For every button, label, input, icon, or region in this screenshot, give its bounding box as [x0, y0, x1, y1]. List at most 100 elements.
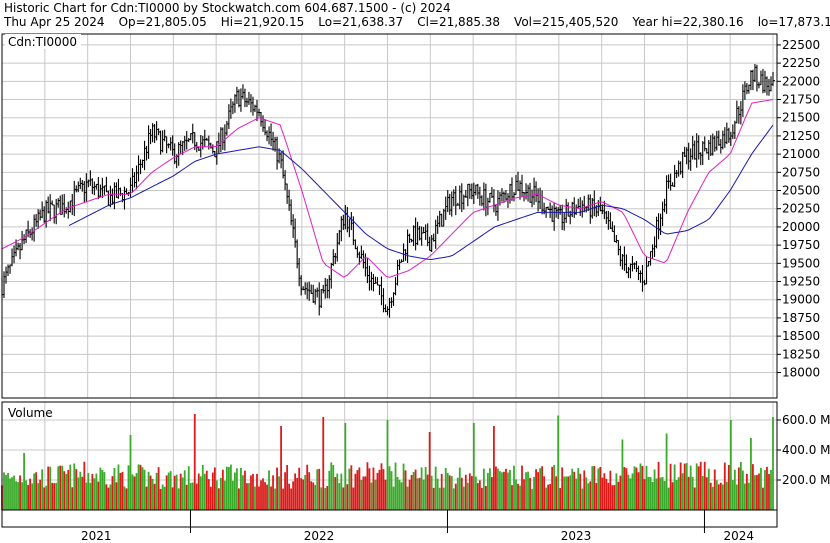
- volume-bar: [513, 465, 515, 510]
- volume-bar: [378, 469, 381, 510]
- volume-bar: [65, 473, 68, 510]
- volume-bar: [254, 486, 256, 510]
- volume-bar: [71, 487, 74, 510]
- volume-bar: [27, 484, 30, 510]
- volume-bar: [300, 478, 303, 510]
- volume-bar: [501, 472, 503, 510]
- volume-bar: [29, 478, 32, 510]
- volume-bar: [199, 476, 202, 510]
- volume-bar: [733, 469, 736, 510]
- volume-bar: [21, 482, 23, 510]
- volume-bar: [770, 469, 772, 510]
- volume-bar: [617, 481, 620, 510]
- volume-bar: [561, 467, 564, 510]
- volume-bar: [284, 472, 287, 510]
- volume-bar: [482, 468, 485, 510]
- volume-bar: [731, 480, 734, 510]
- volume-bar: [360, 479, 363, 510]
- volume-bar: [406, 486, 409, 510]
- volume-bar: [420, 467, 423, 510]
- volume-bar: [177, 488, 180, 510]
- volume-bar: [25, 480, 27, 510]
- volume-bar: [73, 463, 76, 510]
- volume-bar: [191, 482, 194, 510]
- volume-bar: [705, 477, 708, 510]
- volume-bar: [109, 484, 112, 510]
- volume-bar: [276, 467, 278, 510]
- volume-bar: [282, 488, 284, 510]
- volume-bar: [725, 481, 728, 510]
- volume-bar: [286, 465, 289, 510]
- volume-bar: [189, 482, 192, 510]
- volume-bar: [366, 462, 369, 510]
- volume-bar: [760, 467, 762, 510]
- volume-bar: [474, 476, 477, 510]
- volume-bar: [338, 483, 341, 510]
- volume-bar: [515, 479, 517, 510]
- volume-bar: [497, 468, 499, 510]
- volume-bar: [559, 488, 562, 510]
- price-tick-label: 22500: [782, 38, 820, 52]
- volume-bar: [248, 483, 250, 510]
- volume-bar: [553, 464, 556, 510]
- volume-bar: [436, 478, 439, 510]
- volume-bar: [721, 484, 724, 510]
- volume-bar: [155, 472, 158, 510]
- volume-bar: [9, 478, 11, 510]
- volume-bar: [701, 476, 704, 510]
- quote-year-high: Year hi=22,380.16: [632, 15, 744, 29]
- volume-bar: [262, 478, 264, 510]
- volume-bar: [563, 476, 566, 510]
- volume-bar: [165, 475, 168, 510]
- volume-bar: [358, 467, 361, 510]
- volume-bar: [167, 472, 170, 510]
- volume-bar: [362, 476, 365, 510]
- long-moving-average-line: [68, 124, 774, 261]
- volume-bar: [342, 487, 345, 510]
- volume-bar: [484, 485, 487, 510]
- volume-bar: [645, 465, 648, 510]
- volume-bar: [213, 467, 216, 510]
- volume-bar: [244, 470, 246, 510]
- year-axis: 2021 2022 2023 2024: [81, 510, 754, 543]
- volume-bar: [67, 470, 70, 510]
- volume-bar: [79, 471, 82, 510]
- volume-bar: [268, 470, 270, 510]
- volume-bar: [115, 482, 118, 510]
- volume-bar: [458, 467, 461, 510]
- volume-bar: [659, 477, 662, 510]
- volume-bar: [45, 485, 48, 510]
- volume-bar: [766, 466, 768, 510]
- volume-bar: [663, 481, 666, 510]
- volume-bar: [41, 469, 44, 510]
- volume-bar: [743, 483, 746, 510]
- volume-bar: [697, 466, 700, 510]
- volume-bar: [296, 478, 299, 510]
- volume-bar: [141, 467, 144, 510]
- volume-tick-label: 200.0 M: [782, 473, 830, 487]
- volume-bar: [3, 472, 5, 510]
- volume-bar: [15, 481, 17, 510]
- volume-bar: [173, 475, 176, 510]
- volume-bar: [450, 476, 453, 510]
- volume-bar: [675, 480, 678, 510]
- volume-bar: [599, 466, 602, 510]
- volume-bar: [85, 482, 88, 510]
- volume-bar: [507, 472, 509, 510]
- volume-bar: [466, 482, 469, 510]
- volume-bar: [468, 473, 471, 510]
- volume-bar: [39, 479, 42, 510]
- volume-bar: [163, 486, 166, 510]
- volume-bar: [105, 484, 108, 510]
- volume-bar: [503, 471, 505, 510]
- volume-bar: [541, 466, 544, 510]
- volume-bar: [318, 468, 321, 510]
- price-tick-label: 21250: [782, 129, 820, 143]
- volume-bar: [683, 463, 686, 510]
- volume-bar: [448, 475, 451, 510]
- price-tick-label: 21000: [782, 147, 820, 161]
- volume-bar: [762, 487, 764, 510]
- volume-bar: [63, 471, 66, 510]
- volume-bar: [567, 476, 570, 510]
- volume-bar: [677, 477, 680, 510]
